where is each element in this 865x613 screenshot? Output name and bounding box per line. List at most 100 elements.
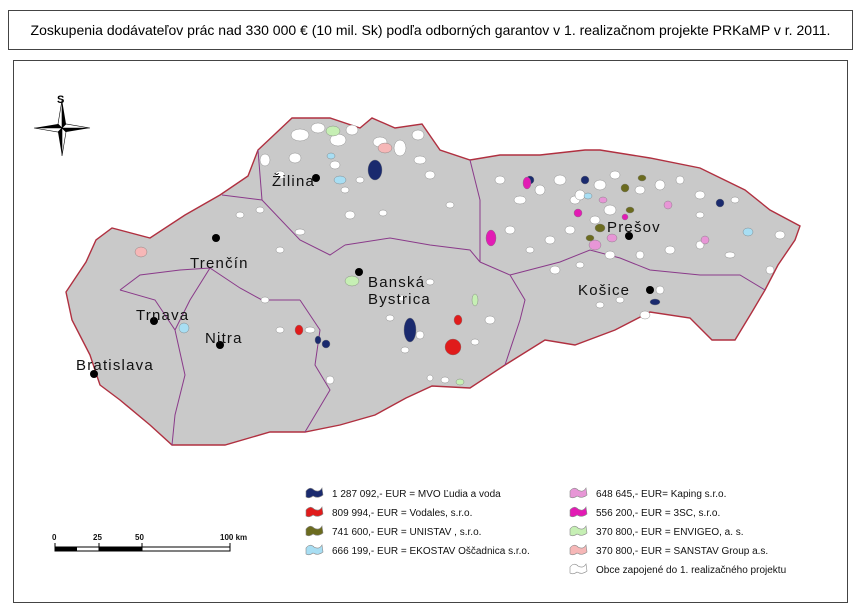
municipality-patch-white: [634, 185, 646, 195]
city-label-trencin: Trenčín: [190, 255, 249, 272]
municipality-patch-white: [340, 186, 350, 194]
municipality-patch-olive: [585, 234, 595, 242]
municipality-patch-white: [260, 296, 270, 304]
municipality-patch-white: [774, 230, 786, 240]
municipality-patch-white: [595, 301, 605, 309]
municipality-patch-red: [294, 324, 304, 336]
region-border-zilina-bb: [344, 237, 481, 263]
municipality-patch-white: [329, 160, 341, 170]
municipality-patch-white: [345, 124, 359, 136]
municipality-patch-white: [425, 278, 435, 286]
municipality-patch-white: [589, 215, 601, 225]
city-presov: Prešov: [607, 219, 661, 240]
scale-label-50: 50: [135, 533, 144, 542]
municipality-patch-cyan: [178, 322, 190, 334]
municipality-patch-white: [525, 246, 535, 254]
legend-swatch: [305, 506, 324, 518]
legend-swatch: [569, 525, 588, 537]
municipality-patch-white: [603, 204, 617, 216]
legend-label: 741 600,- EUR = UNISTAV , s.r.o.: [332, 527, 481, 538]
municipality-patch-cyan: [326, 152, 336, 160]
legend-label: 1 287 092,- EUR = MVO Ľudia a voda: [332, 489, 501, 500]
municipality-patch-navy: [580, 175, 590, 185]
municipality-patch-white: [385, 314, 395, 322]
city-dot: [312, 174, 320, 182]
municipality-patch-white: [635, 250, 645, 260]
city-label-zilina: Žilina: [272, 173, 315, 190]
municipality-patch-olive: [620, 183, 630, 193]
municipality-patch-navy: [649, 298, 661, 306]
municipality-patch-green: [471, 293, 479, 307]
municipality-patch-pink: [588, 239, 602, 251]
municipality-patch-white: [549, 265, 561, 275]
city-label-nitra: Nitra: [205, 330, 243, 347]
municipality-patch-cyan: [333, 175, 347, 185]
municipality-patch-navy: [321, 339, 331, 349]
municipality-patch-white: [304, 326, 316, 334]
municipality-patches: [134, 122, 786, 386]
municipality-patch-white: [484, 315, 496, 325]
city-label-presov: Prešov: [607, 219, 661, 236]
legend: 1 287 092,- EUR = MVO Ľudia a voda 809 99…: [305, 487, 786, 576]
legend-swatch: [569, 563, 588, 575]
municipality-patch-white: [765, 265, 775, 275]
municipality-patch-green: [455, 378, 465, 386]
municipality-patch-white: [275, 326, 285, 334]
legend-label: 809 994,- EUR = Vodales, s.r.o.: [332, 508, 472, 519]
municipality-patch-white: [675, 175, 685, 185]
scale-bar: 0 25 50 100 km: [52, 533, 247, 552]
municipality-patch-white: [604, 250, 616, 260]
municipality-patch-white: [664, 245, 676, 255]
municipality-patch-pink: [606, 233, 618, 243]
scale-bar-segment: [99, 547, 142, 551]
municipality-patch-white: [504, 225, 516, 235]
legend-label: 666 199,- EUR = EKOSTAV Oščadnica s.r.o.: [332, 546, 530, 557]
municipality-patch-white: [574, 189, 586, 201]
municipality-patch-white: [470, 338, 480, 346]
legend-label: 370 800,- EUR = SANSTAV Group a.s.: [596, 546, 768, 557]
legend-swatch: [569, 487, 588, 499]
city-dot: [90, 370, 98, 378]
municipality-patch-green: [325, 125, 341, 137]
legend-swatch: [569, 544, 588, 556]
municipality-patch-white: [393, 139, 407, 157]
city-dot: [212, 234, 220, 242]
municipality-patch-white: [275, 246, 285, 254]
municipality-patch-white: [413, 155, 427, 165]
region-border-trnava-nitra: [174, 267, 211, 331]
municipality-patch-white: [288, 152, 302, 164]
city-dot: [216, 341, 224, 349]
municipality-patch-white: [411, 129, 425, 141]
municipality-patch-white: [274, 170, 286, 180]
region-border-trencin-zilina: [257, 149, 263, 201]
municipality-patch-salmon: [377, 142, 393, 154]
city-bratislava: Bratislava: [76, 357, 153, 378]
municipality-patch-white: [654, 179, 666, 191]
scale-bar-segment: [55, 547, 77, 551]
legend-swatch: [305, 525, 324, 537]
region-border-nitra-bb: [299, 299, 331, 433]
municipality-patch-white: [440, 376, 450, 384]
municipality-patch-white: [426, 374, 434, 382]
municipality-patch-white: [593, 179, 607, 191]
city-label-kosice: Košice: [578, 282, 630, 299]
city-trnava: Trnava: [136, 307, 188, 325]
legend-label: Obce zapojené do 1. realizačného projekt…: [596, 565, 786, 576]
municipality-patch-olive: [637, 174, 647, 182]
municipality-patch-white: [695, 240, 705, 250]
region-border-trencin-east: [221, 194, 346, 256]
city-nitra: Nitra: [205, 330, 243, 349]
municipality-patch-navy: [715, 198, 725, 208]
municipality-patch-white: [355, 176, 365, 184]
municipality-patch-red: [453, 314, 463, 326]
city-banska-bystrica: Banská Bystrica: [355, 268, 430, 308]
region-border-trnava-bratislava: [119, 289, 186, 446]
region-border-bb-kosice: [479, 261, 526, 366]
municipality-patch-magenta: [621, 213, 629, 221]
scale-label-0: 0: [52, 533, 57, 542]
municipality-patch-green: [344, 275, 360, 287]
municipality-patch-white: [655, 285, 665, 295]
municipality-patch-navy: [367, 159, 383, 181]
municipality-patch-white: [259, 153, 271, 167]
city-dot: [355, 268, 363, 276]
